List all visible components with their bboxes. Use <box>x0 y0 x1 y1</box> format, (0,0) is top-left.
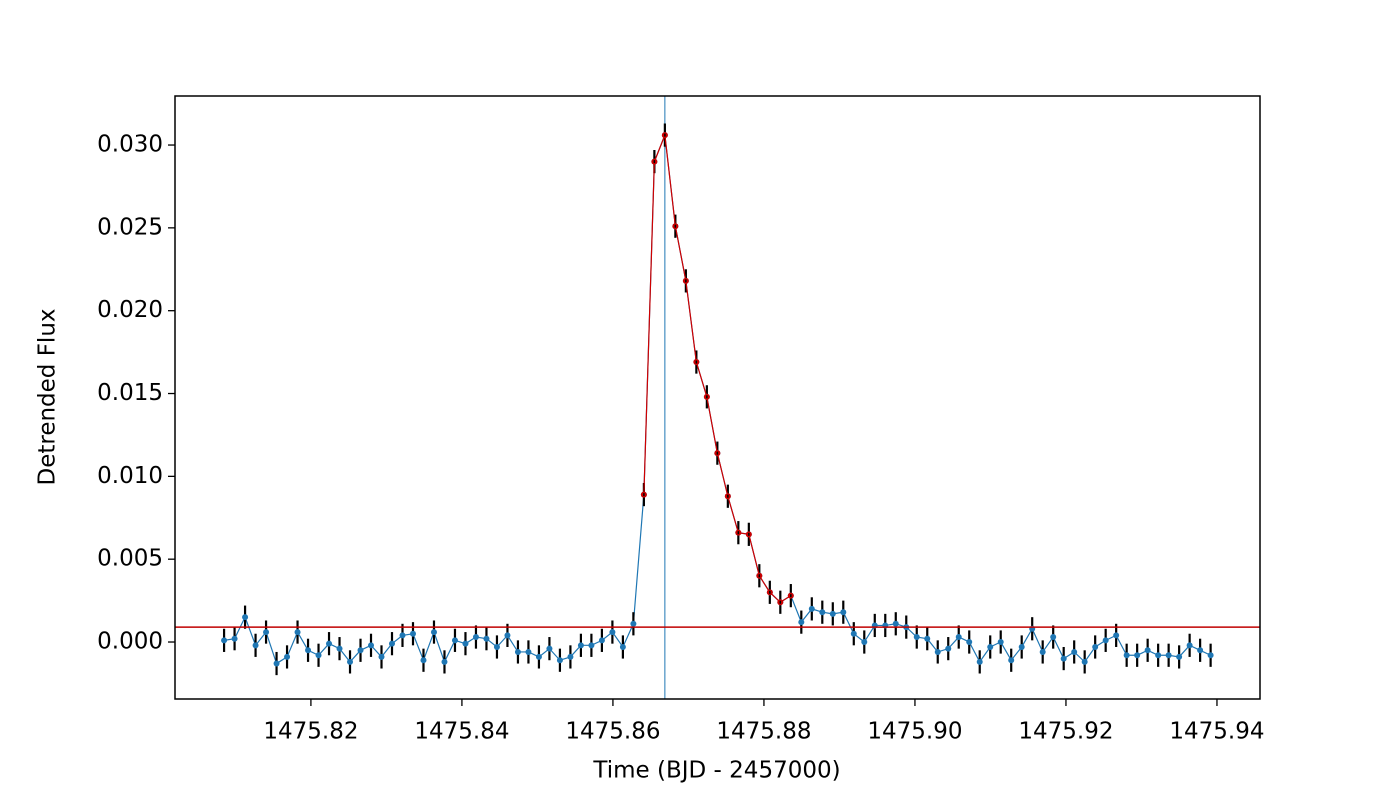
data-point <box>347 658 354 665</box>
x-tick-label: 1475.88 <box>716 719 811 745</box>
y-tick-label: 0.030 <box>97 132 163 158</box>
data-point <box>483 635 490 642</box>
data-point <box>598 637 605 644</box>
y-tick-label: 0.020 <box>97 297 163 323</box>
data-point <box>609 629 616 636</box>
data-point <box>1092 643 1099 650</box>
data-point <box>955 634 962 641</box>
data-point <box>808 605 815 612</box>
data-point <box>1134 652 1141 659</box>
x-tick-label: 1475.90 <box>867 719 962 745</box>
data-point <box>336 645 343 652</box>
data-point <box>588 642 595 649</box>
data-point <box>252 642 259 649</box>
data-point <box>326 640 333 647</box>
data-point <box>1018 643 1025 650</box>
data-point <box>934 648 941 655</box>
data-point <box>441 658 448 665</box>
y-tick-label: 0.010 <box>97 463 163 489</box>
data-point <box>819 609 826 616</box>
data-point <box>1207 652 1214 659</box>
data-point <box>409 630 416 637</box>
data-point <box>472 634 479 641</box>
data-point <box>1060 655 1067 662</box>
data-point <box>630 620 637 627</box>
data-point <box>273 660 280 667</box>
data-point <box>1008 657 1015 664</box>
data-point <box>976 658 983 665</box>
data-point <box>829 610 836 617</box>
y-tick-label: 0.000 <box>97 629 163 655</box>
x-tick-label: 1475.94 <box>1169 719 1264 745</box>
data-point <box>1081 658 1088 665</box>
data-point <box>997 639 1004 646</box>
data-point <box>305 647 312 654</box>
data-point <box>389 640 395 647</box>
data-point <box>420 657 427 664</box>
data-point <box>945 645 952 652</box>
data-point <box>263 629 270 636</box>
data-point <box>1197 647 1204 654</box>
data-point <box>284 653 291 660</box>
data-point <box>1113 632 1120 639</box>
data-point <box>493 643 500 650</box>
data-point <box>221 637 228 644</box>
data-point <box>294 629 301 636</box>
data-point <box>1123 652 1130 659</box>
data-point <box>913 634 920 641</box>
data-point <box>242 614 249 621</box>
data-point <box>462 640 469 647</box>
x-tick-label: 1475.82 <box>263 719 358 745</box>
data-point <box>1144 647 1151 654</box>
y-tick-label: 0.015 <box>97 380 163 406</box>
x-tick-label: 1475.84 <box>414 719 509 745</box>
data-point <box>525 648 532 655</box>
data-point <box>861 639 868 646</box>
data-point <box>1186 642 1193 649</box>
data-point <box>924 635 931 642</box>
data-point <box>231 635 238 642</box>
data-point <box>368 642 375 649</box>
data-point <box>399 632 406 639</box>
data-point <box>567 653 574 660</box>
plot-frame <box>174 95 1261 700</box>
data-point <box>987 643 994 650</box>
data-point <box>315 652 322 659</box>
data-point <box>1176 653 1183 660</box>
data-point <box>840 609 847 616</box>
data-point <box>546 645 553 652</box>
data-point <box>504 632 511 639</box>
data-point <box>1071 648 1078 655</box>
y-tick-label: 0.025 <box>97 214 163 240</box>
y-axis-label: Detrended Flux <box>35 308 61 485</box>
data-point <box>966 639 973 646</box>
series-line <box>643 134 792 604</box>
data-point <box>1155 652 1162 659</box>
data-point <box>798 619 805 626</box>
data-point <box>892 620 899 627</box>
data-point <box>430 629 437 636</box>
data-point <box>535 653 542 660</box>
data-point <box>514 648 521 655</box>
data-point <box>577 642 584 649</box>
data-point <box>378 653 385 660</box>
data-point <box>1102 637 1109 644</box>
data-point <box>1039 648 1046 655</box>
data-point <box>357 647 364 654</box>
x-tick-label: 1475.92 <box>1018 719 1113 745</box>
x-axis-label: Time (BJD - 2457000) <box>592 758 840 784</box>
y-tick-label: 0.005 <box>97 546 163 572</box>
data-point <box>451 637 458 644</box>
data-point <box>1165 652 1172 659</box>
data-point <box>619 643 626 650</box>
data-point <box>850 630 857 637</box>
x-tick-label: 1475.86 <box>565 719 660 745</box>
data-point <box>1050 634 1057 641</box>
data-point <box>556 657 563 664</box>
series-line <box>223 134 1211 665</box>
